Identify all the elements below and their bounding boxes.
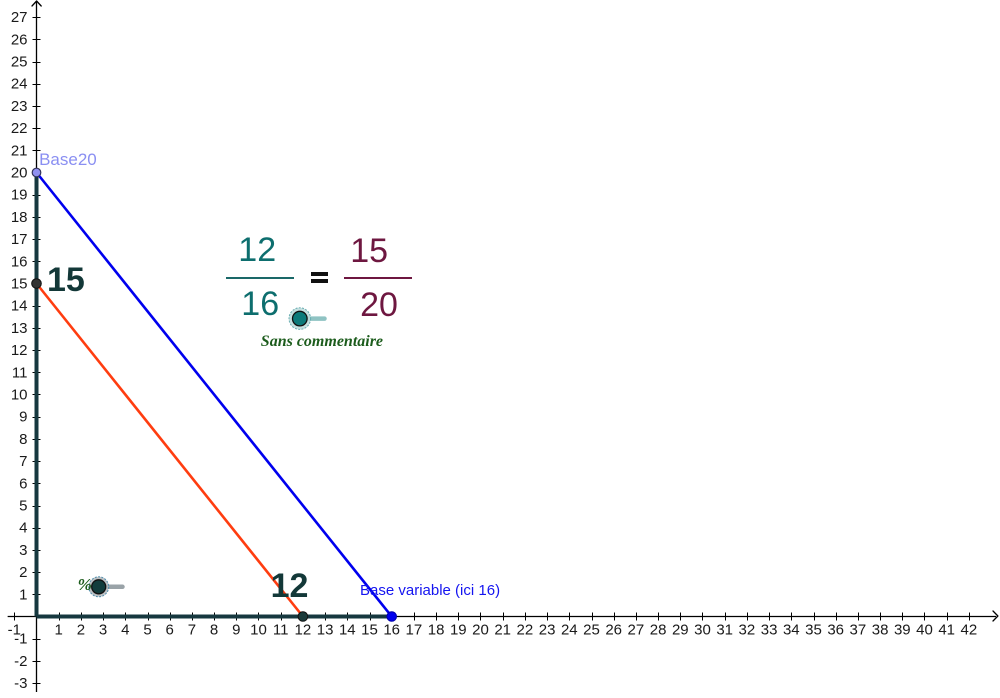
svg-text:22: 22	[11, 120, 28, 137]
svg-text:17: 17	[11, 231, 28, 248]
svg-text:16: 16	[11, 253, 28, 270]
svg-text:22: 22	[517, 622, 534, 639]
svg-text:6: 6	[19, 475, 27, 492]
svg-text:37: 37	[850, 622, 867, 639]
svg-text:27: 27	[11, 9, 28, 26]
svg-text:20: 20	[472, 622, 489, 639]
svg-text:21: 21	[11, 142, 28, 159]
svg-text:32: 32	[739, 622, 756, 639]
svg-text:18: 18	[428, 622, 445, 639]
svg-text:24: 24	[11, 76, 28, 93]
svg-text:5: 5	[143, 622, 151, 639]
svg-text:3: 3	[99, 622, 107, 639]
svg-text:33: 33	[761, 622, 778, 639]
svg-text:1: 1	[19, 586, 27, 603]
svg-text:8: 8	[210, 622, 218, 639]
svg-text:9: 9	[232, 622, 240, 639]
svg-text:15: 15	[361, 622, 378, 639]
svg-text:19: 19	[11, 187, 28, 204]
svg-text:26: 26	[605, 622, 622, 639]
svg-text:12: 12	[11, 342, 28, 359]
svg-text:41: 41	[938, 622, 955, 639]
svg-text:2: 2	[77, 622, 85, 639]
svg-text:36: 36	[827, 622, 844, 639]
svg-text:30: 30	[694, 622, 711, 639]
svg-text:2: 2	[19, 564, 27, 581]
svg-text:13: 13	[317, 622, 334, 639]
svg-text:23: 23	[539, 622, 556, 639]
svg-text:14: 14	[339, 622, 356, 639]
svg-text:-3: -3	[14, 675, 27, 692]
svg-text:23: 23	[11, 98, 28, 115]
svg-text:13: 13	[11, 320, 28, 337]
svg-text:40: 40	[916, 622, 933, 639]
svg-text:11: 11	[12, 364, 28, 381]
svg-text:39: 39	[894, 622, 911, 639]
svg-text:8: 8	[19, 431, 27, 448]
svg-text:25: 25	[11, 54, 28, 71]
svg-text:18: 18	[11, 209, 28, 226]
svg-text:7: 7	[19, 453, 27, 470]
svg-text:28: 28	[650, 622, 667, 639]
svg-text:16: 16	[383, 622, 400, 639]
svg-text:29: 29	[672, 622, 689, 639]
svg-text:27: 27	[628, 622, 645, 639]
svg-text:3: 3	[19, 542, 27, 559]
svg-text:15: 15	[11, 276, 28, 293]
svg-text:4: 4	[121, 622, 129, 639]
svg-text:-2: -2	[14, 653, 27, 670]
svg-text:42: 42	[961, 622, 978, 639]
svg-text:10: 10	[11, 387, 28, 404]
svg-text:19: 19	[450, 622, 467, 639]
svg-text:34: 34	[783, 622, 800, 639]
svg-text:21: 21	[494, 622, 511, 639]
svg-text:26: 26	[11, 31, 28, 48]
svg-text:12: 12	[295, 622, 312, 639]
svg-text:31: 31	[716, 622, 733, 639]
svg-text:7: 7	[188, 622, 196, 639]
svg-text:38: 38	[872, 622, 889, 639]
svg-text:11: 11	[273, 622, 289, 639]
svg-text:4: 4	[19, 520, 27, 537]
svg-text:20: 20	[11, 165, 28, 182]
svg-text:14: 14	[11, 298, 28, 315]
svg-text:6: 6	[166, 622, 174, 639]
svg-text:25: 25	[583, 622, 600, 639]
svg-text:35: 35	[805, 622, 822, 639]
svg-text:-1: -1	[14, 631, 27, 648]
svg-text:17: 17	[406, 622, 423, 639]
svg-text:5: 5	[19, 498, 27, 515]
svg-text:24: 24	[561, 622, 578, 639]
svg-text:1: 1	[55, 622, 63, 639]
svg-text:10: 10	[250, 622, 267, 639]
svg-text:9: 9	[19, 409, 27, 426]
